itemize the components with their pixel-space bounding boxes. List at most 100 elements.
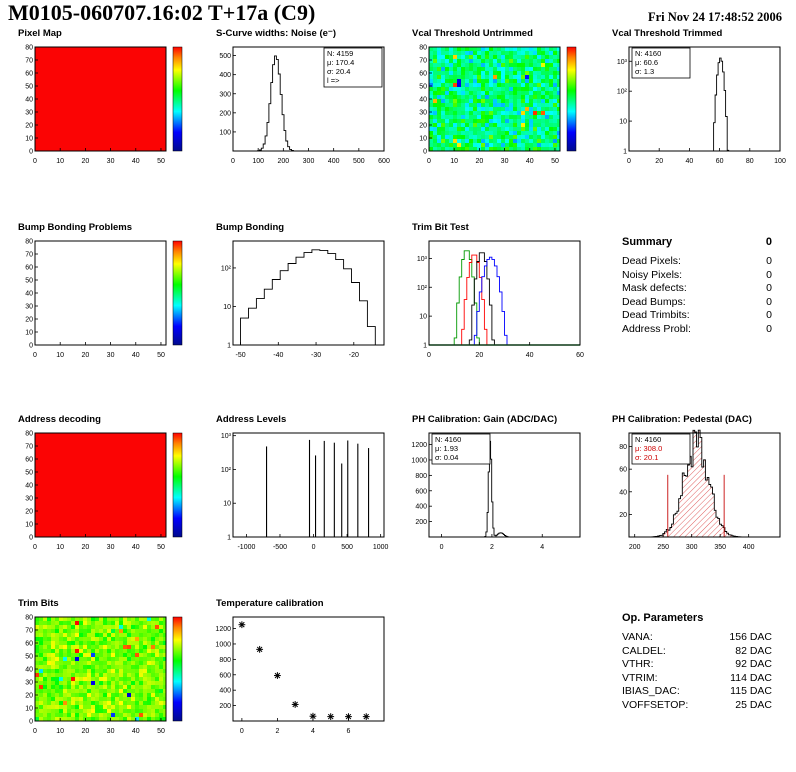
op-value: 25 DAC: [735, 698, 772, 711]
plot-area-bump-bonding: -50 -40 -30 -20 1 10 10²: [206, 235, 396, 361]
svg-text:60: 60: [25, 265, 33, 272]
svg-text:10: 10: [419, 314, 427, 321]
svg-text:10³: 10³: [417, 256, 428, 263]
op-row-vthr: VTHR: 92 DAC: [622, 658, 772, 672]
summary-block: Summary 0 Dead Pixels: 0 Noisy Pixels: 0…: [622, 236, 772, 336]
summary-header: Summary 0: [622, 236, 772, 248]
svg-text:20: 20: [655, 158, 663, 165]
svg-text:200: 200: [415, 519, 427, 526]
svg-text:200: 200: [219, 703, 231, 710]
svg-text:50: 50: [25, 470, 33, 477]
summary-row-dead-trimbits: Dead Trimbits: 0: [622, 309, 772, 323]
svg-text:500: 500: [219, 53, 231, 60]
address_levels-svg: -1000 -500 0 500 1000 1 10 10² 10³: [221, 432, 389, 551]
svg-text:40: 40: [526, 352, 534, 359]
svg-text:50: 50: [551, 158, 559, 165]
svg-text:50: 50: [25, 654, 33, 661]
svg-text:0: 0: [427, 352, 431, 359]
plot-title-address-levels: Address Levels: [216, 414, 287, 425]
plot-area-temperature-calibration: 0 2 4 6 200 400 600 800 1000 1200: [206, 611, 396, 737]
op-value: 115 DAC: [730, 685, 772, 697]
svg-text:1200: 1200: [215, 626, 231, 633]
plot-area-address-decoding: 0 10 20 30 40 50 0 10 20 30 40 50 60 70 80: [8, 427, 198, 553]
svg-text:l =>: l =>: [327, 76, 340, 85]
svg-text:1: 1: [623, 149, 627, 156]
summary-label: Mask defects:: [622, 282, 687, 294]
svg-text:0: 0: [231, 158, 235, 165]
op-row-vtrim: VTRIM: 114 DAC: [622, 672, 772, 686]
summary-row-address-probl: Address Probl: 0: [622, 323, 772, 337]
svg-text:10³: 10³: [617, 59, 628, 66]
op-label: VTRIM:: [622, 671, 658, 684]
svg-text:200: 200: [277, 158, 289, 165]
svg-text:20: 20: [475, 158, 483, 165]
op-value: 114 DAC: [730, 671, 772, 684]
plot-title-ph-pedestal: PH Calibration: Pedestal (DAC): [612, 414, 752, 425]
svg-text:40: 40: [25, 291, 33, 298]
op-parameters-header: Op. Parameters: [622, 612, 772, 624]
op-row-vana: VANA: 156 DAC: [622, 631, 772, 645]
svg-text:70: 70: [419, 58, 427, 65]
svg-text:40: 40: [25, 97, 33, 104]
svg-text:10: 10: [223, 501, 231, 508]
svg-text:100: 100: [252, 158, 264, 165]
plot-title-scurve-noise: S-Curve widths: Noise (e⁻): [216, 28, 337, 39]
svg-text:2: 2: [490, 544, 494, 551]
svg-text:0: 0: [627, 158, 631, 165]
op-label: VANA:: [622, 631, 653, 643]
plot-cell-vcal-trimmed: Vcal Threshold Trimmed 0 20 40 60 80 100 1 10 10…: [602, 28, 792, 167]
svg-text:50: 50: [157, 158, 165, 165]
bump_bonding-svg: -50 -40 -30 -20 1 10 10²: [221, 240, 385, 359]
pixel_map-svg: 0 10 20 30 40 50 0 10 20 30 40 50 60 70 80: [25, 45, 183, 165]
svg-text:30: 30: [107, 544, 115, 551]
plot-cell-address-decoding: Address decoding 0 10 20 30 40 50 0 10 20 30 40 50 6…: [8, 414, 198, 553]
svg-text:0: 0: [33, 158, 37, 165]
svg-text:50: 50: [157, 352, 165, 359]
plot-cell-trim-bit-test: Trim Bit Test 0 20 40 60 1 10 10² 10³: [402, 222, 592, 361]
svg-text:σ: 20.1: σ: 20.1: [635, 453, 658, 462]
plot-title-vcal-trimmed: Vcal Threshold Trimmed: [612, 28, 723, 39]
svg-text:0: 0: [33, 352, 37, 359]
svg-text:σ: 20.4: σ: 20.4: [327, 67, 350, 76]
svg-text:10: 10: [56, 352, 64, 359]
svg-text:250: 250: [657, 544, 669, 551]
op-label: CALDEL:: [622, 644, 666, 657]
plot-title-trim-bit-test: Trim Bit Test: [412, 222, 469, 233]
svg-text:10: 10: [25, 522, 33, 529]
svg-text:400: 400: [219, 688, 231, 695]
plot-area-vcal-untrimmed: 0 10 20 30 40 50 0 10 20 30 40 50 60 70 80: [402, 41, 592, 167]
svg-text:400: 400: [219, 72, 231, 79]
plot-area-trim-bit-test: 0 20 40 60 1 10 10² 10³: [402, 235, 592, 361]
svg-text:40: 40: [132, 544, 140, 551]
svg-text:40: 40: [419, 97, 427, 104]
op-row-ibias-dac: IBIAS_DAC: 115 DAC: [622, 685, 772, 699]
svg-text:20: 20: [81, 158, 89, 165]
summary-value: 0: [766, 322, 772, 335]
svg-text:40: 40: [132, 158, 140, 165]
svg-text:10: 10: [56, 728, 64, 735]
svg-text:60: 60: [25, 71, 33, 78]
svg-text:50: 50: [25, 278, 33, 285]
summary-title: Summary: [622, 236, 673, 248]
svg-text:40: 40: [619, 489, 627, 496]
svg-text:400: 400: [415, 504, 427, 511]
svg-text:20: 20: [475, 352, 483, 359]
plot-cell-bump-bonding: Bump Bonding -50 -40 -30 -20 1 10 10²: [206, 222, 396, 361]
svg-text:0: 0: [33, 728, 37, 735]
page-title: M0105-060707.16:02 T+17a (C9): [8, 0, 316, 25]
svg-text:10²: 10²: [617, 89, 628, 96]
plot-area-pixel-map: 0 10 20 30 40 50 0 10 20 30 40 50 60 70 80: [8, 41, 198, 167]
plot-title-address-decoding: Address decoding: [18, 414, 101, 425]
address_decoding-svg: 0 10 20 30 40 50 0 10 20 30 40 50 60 70 80: [25, 431, 183, 551]
summary-total: 0: [765, 236, 772, 248]
trim_bit_test-svg: 0 20 40 60 1 10 10² 10³: [417, 240, 584, 359]
plot-cell-bump-problems: Bump Bonding Problems 0 10 20 30 40 50 0 10 20 30…: [8, 222, 198, 361]
plot-cell-trim-bits: Trim Bits 0 10 20 30 40 50 0 10 20 30 40 50 60 70 80: [8, 598, 198, 737]
plot-area-vcal-trimmed: 0 20 40 60 80 100 1 10 10² 10³ N: 4160 μ: 60.6 σ: 1.…: [602, 41, 792, 167]
op-value: 82 DAC: [735, 644, 772, 657]
summary-label: Dead Pixels:: [622, 255, 681, 267]
svg-text:20: 20: [81, 728, 89, 735]
svg-text:40: 40: [686, 158, 694, 165]
plot-cell-scurve-noise: S-Curve widths: Noise (e⁻) 0 100 200 300 400…: [206, 28, 396, 167]
